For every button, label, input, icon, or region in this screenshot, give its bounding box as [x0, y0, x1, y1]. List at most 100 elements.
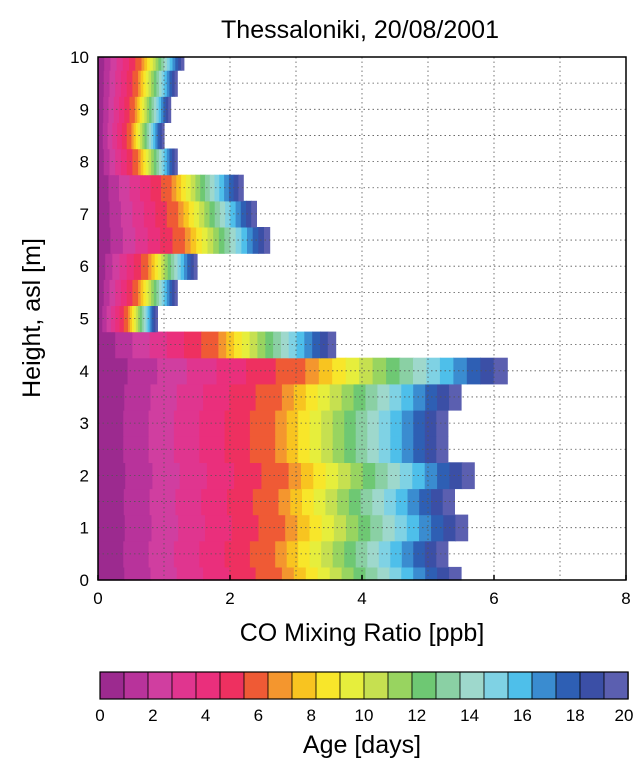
profile-segment — [317, 566, 331, 581]
profile-segment — [370, 514, 384, 542]
profile-segment — [144, 96, 148, 123]
profile-segment — [161, 70, 165, 97]
profile-segment — [165, 96, 169, 123]
profile-segment — [297, 514, 311, 542]
profile-segment — [399, 462, 413, 490]
profile-segment — [196, 227, 203, 254]
profile-segment — [280, 331, 290, 359]
profile-segment — [166, 70, 170, 97]
profile-segment — [378, 436, 391, 463]
profile-segment — [426, 357, 441, 385]
colorbar-swatch — [507, 671, 533, 700]
profile-segment — [246, 200, 252, 228]
profile-segment — [143, 279, 147, 306]
profile-segment — [302, 488, 315, 516]
profile-segment — [180, 253, 185, 280]
profile-segment — [350, 462, 364, 490]
profile-segment — [288, 462, 302, 490]
profile-segment — [143, 70, 147, 97]
profile-segment — [399, 357, 414, 385]
x-tick-label: 0 — [93, 589, 102, 608]
profile-segment — [135, 57, 143, 71]
colorbar-swatch — [315, 671, 341, 700]
profile-segment — [166, 57, 171, 71]
profile-segment — [102, 122, 109, 150]
profile-segment — [141, 57, 145, 71]
colorbar-swatch — [123, 671, 149, 700]
profile-segment — [174, 148, 178, 176]
profile-segment — [332, 540, 345, 568]
profile-segment — [151, 514, 179, 542]
profile-segment — [129, 96, 136, 123]
profile-segment — [159, 279, 163, 306]
profile-segment — [419, 488, 432, 516]
profile-segment — [387, 462, 401, 490]
profile-segment — [431, 514, 444, 542]
profile-segment — [298, 410, 311, 437]
profile-segment — [365, 383, 378, 411]
profile-segment — [318, 357, 333, 385]
colorbar-swatch — [339, 671, 365, 700]
profile-segment — [153, 122, 156, 150]
y-tick-label: 8 — [80, 153, 89, 172]
profile-segment — [147, 57, 151, 71]
colorbar — [99, 671, 629, 700]
profile-segment — [132, 148, 139, 176]
profile-segment — [181, 57, 185, 71]
profile-segment — [98, 253, 106, 280]
profile-segment — [98, 227, 111, 254]
profile-segment — [161, 57, 165, 71]
profile-segment — [122, 57, 130, 71]
profile-segment — [193, 253, 198, 280]
profile-segment — [122, 227, 136, 254]
profile-segment — [413, 566, 426, 581]
profile-segment — [305, 357, 320, 385]
profile-segment — [163, 96, 167, 123]
profile-segment — [466, 357, 481, 385]
profile-segment — [171, 174, 177, 202]
profile-segment — [98, 200, 111, 228]
profile-segment — [193, 200, 200, 228]
profile-segment — [337, 488, 350, 516]
colorbar-label: Age [days] — [303, 731, 421, 759]
profile-segment — [453, 357, 468, 385]
profile-segment — [98, 57, 105, 71]
colorbar-tick-label: 4 — [201, 706, 210, 725]
profile-segment — [249, 540, 276, 568]
profile-segment — [153, 148, 157, 176]
colorbar-swatch — [171, 671, 197, 700]
profile-segment — [413, 357, 428, 385]
colorbar-swatch — [243, 671, 269, 700]
profile-segment — [229, 566, 257, 581]
profile-segment — [394, 514, 408, 542]
profile-segment — [384, 488, 397, 516]
profile-segment — [110, 57, 118, 71]
colorbar-swatch — [555, 671, 581, 700]
colorbar-swatch — [99, 671, 125, 700]
colorbar-tick-label: 6 — [254, 706, 263, 725]
profile-segment — [98, 540, 124, 568]
profile-segment — [166, 200, 179, 228]
colorbar-swatch — [531, 671, 557, 700]
profile-segment — [130, 305, 133, 333]
profile-segment — [227, 488, 254, 516]
profile-segment — [108, 96, 115, 123]
profile-segment — [329, 566, 343, 581]
profile-segment — [140, 70, 144, 97]
y-tick-label: 7 — [80, 205, 89, 224]
profile-segment — [115, 70, 122, 97]
profile-segment — [293, 566, 307, 581]
profile-segment — [115, 305, 121, 333]
profile-segment — [275, 410, 288, 437]
profile-segment — [325, 488, 338, 516]
profile-segment — [148, 148, 152, 176]
profile-segment — [281, 566, 295, 581]
profile-segment — [199, 540, 226, 568]
profile-segment — [140, 122, 143, 150]
profile-segment — [159, 148, 163, 176]
profile-segment — [166, 148, 170, 176]
profile-segment — [377, 383, 390, 411]
y-tick-label: 1 — [80, 519, 89, 538]
profile-segment — [98, 148, 105, 176]
profile-segment — [174, 70, 178, 97]
